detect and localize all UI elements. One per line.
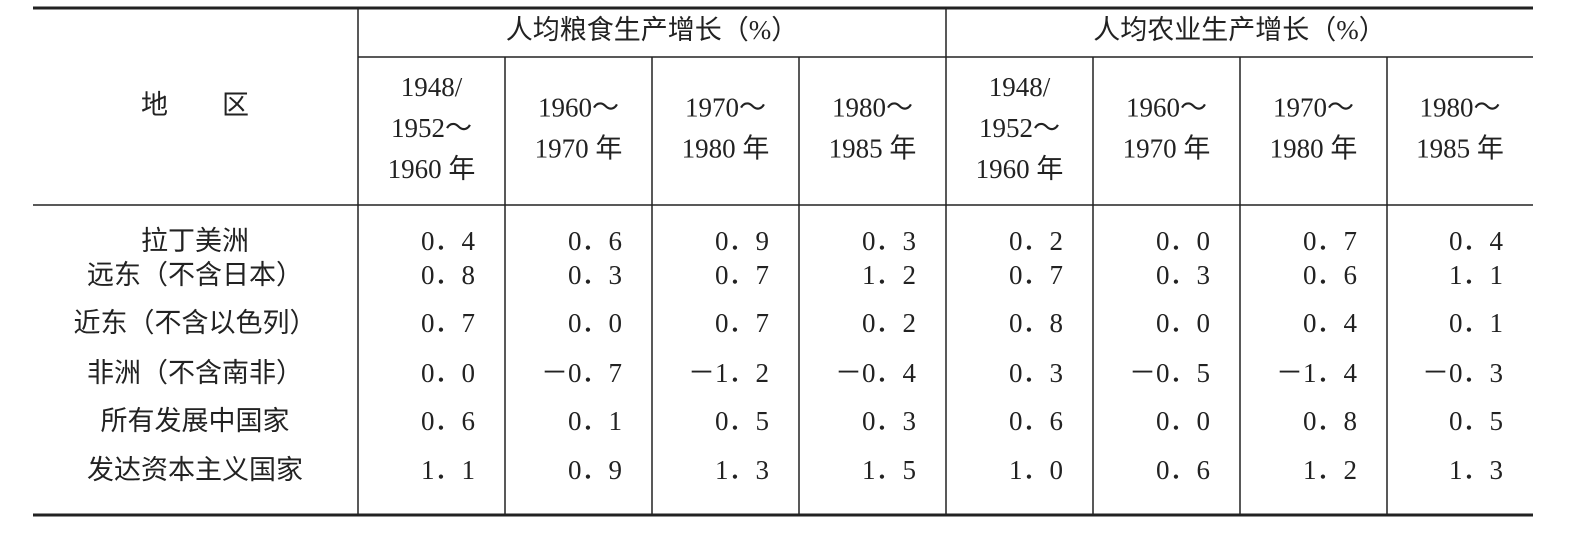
- cell: 0．1: [568, 406, 622, 436]
- column-header: 1980～: [832, 93, 913, 123]
- column-header: 1970 年: [1123, 134, 1211, 164]
- row-label: 拉丁美洲: [141, 226, 249, 256]
- column-header: 1948/: [989, 72, 1051, 102]
- cell: 1．3: [1449, 455, 1503, 485]
- cell: 0．0: [568, 308, 622, 338]
- column-header: 1985 年: [1416, 134, 1504, 164]
- cell: 0．8: [421, 260, 475, 290]
- cell: 1．1: [421, 455, 475, 485]
- cell: 0．3: [1009, 358, 1063, 388]
- cell: 0．3: [568, 260, 622, 290]
- cell: －0．4: [835, 358, 916, 388]
- cell: 0．5: [1449, 406, 1503, 436]
- cell: 0．2: [1009, 226, 1063, 256]
- cell: 0．1: [1449, 308, 1503, 338]
- cell: 1．3: [715, 455, 769, 485]
- cell: 0．6: [1156, 455, 1210, 485]
- row-label: 发达资本主义国家: [87, 455, 303, 485]
- cell: 0．7: [715, 308, 769, 338]
- region-header: 地 区: [141, 90, 249, 120]
- row-label: 近东（不含以色列）: [74, 308, 317, 338]
- group-header: 人均粮食生产增长（%）: [506, 15, 799, 45]
- cell: 1．1: [1449, 260, 1503, 290]
- column-header: 1970～: [685, 93, 766, 123]
- cell: 0．7: [1009, 260, 1063, 290]
- cell: 0．8: [1009, 308, 1063, 338]
- column-header: 1980 年: [682, 134, 770, 164]
- cell: 0．0: [421, 358, 475, 388]
- cell: 0．4: [1303, 308, 1358, 338]
- cell: 0．4: [421, 226, 475, 256]
- column-header: 1960～: [538, 93, 619, 123]
- column-header: 1970 年: [535, 134, 623, 164]
- row-label: 所有发展中国家: [101, 406, 290, 436]
- cell: 0．4: [1449, 226, 1504, 256]
- column-header: 1985 年: [829, 134, 917, 164]
- cell: 1．2: [1303, 455, 1357, 485]
- cell: 0．0: [1156, 406, 1210, 436]
- column-header: 1952～: [391, 113, 472, 143]
- column-header: 1960～: [1126, 93, 1207, 123]
- row-label: 远东（不含日本）: [87, 260, 303, 290]
- column-header: 1948/: [401, 72, 463, 102]
- column-header: 1980～: [1420, 93, 1501, 123]
- cell: －1．2: [688, 358, 769, 388]
- cell: 0．0: [1156, 226, 1210, 256]
- row-label: 非洲（不含南非）: [87, 358, 303, 388]
- cell: 0．9: [715, 226, 769, 256]
- cell: －1．4: [1276, 358, 1357, 388]
- cell: 0．8: [1303, 406, 1357, 436]
- cell: 1．5: [862, 455, 916, 485]
- column-header: 1970～: [1273, 93, 1354, 123]
- column-header: 1960 年: [976, 154, 1064, 184]
- column-header: 1952～: [979, 113, 1060, 143]
- group-header: 人均农业生产增长（%）: [1093, 15, 1386, 45]
- column-header: 1960 年: [388, 154, 476, 184]
- cell: 0．3: [862, 406, 916, 436]
- cell: 0．7: [715, 260, 769, 290]
- cell: 0．3: [1156, 260, 1210, 290]
- cell: 0．6: [1303, 260, 1357, 290]
- cell: －0．7: [541, 358, 622, 388]
- cell: 0．7: [1303, 226, 1357, 256]
- cell: 0．9: [568, 455, 622, 485]
- cell: 0．3: [862, 226, 916, 256]
- cell: 0．5: [715, 406, 769, 436]
- cell: －0．3: [1422, 358, 1503, 388]
- cell: 0．7: [421, 308, 475, 338]
- cell: 0．6: [421, 406, 475, 436]
- cell: －0．5: [1129, 358, 1210, 388]
- cell: 0．0: [1156, 308, 1210, 338]
- cell: 1．0: [1009, 455, 1063, 485]
- cell: 0．6: [1009, 406, 1063, 436]
- cell: 0．6: [568, 226, 622, 256]
- column-header: 1980 年: [1270, 134, 1358, 164]
- cell: 0．2: [862, 308, 916, 338]
- cell: 1．2: [862, 260, 916, 290]
